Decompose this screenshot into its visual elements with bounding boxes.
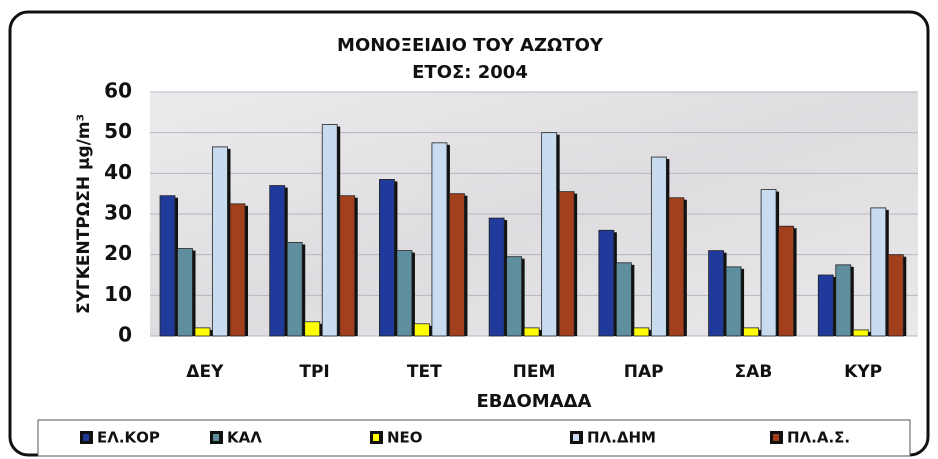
legend-swatch xyxy=(373,434,379,441)
y-tick-label: 30 xyxy=(104,201,132,225)
y-tick-label: 40 xyxy=(104,160,132,184)
bar xyxy=(229,203,246,337)
x-tick-label: ΣΑΒ xyxy=(735,362,773,382)
y-tick-label: 0 xyxy=(118,323,132,347)
bar xyxy=(708,250,724,337)
x-tick-label: ΠΕΜ xyxy=(513,362,556,382)
legend-swatch xyxy=(573,434,579,441)
bar xyxy=(339,195,356,337)
bar xyxy=(615,262,632,337)
legend-swatch xyxy=(773,434,779,441)
bar xyxy=(431,142,448,337)
bar xyxy=(668,197,685,337)
bar xyxy=(633,327,650,337)
x-tick-label: ΠΑΡ xyxy=(624,362,664,382)
y-tick-label: 60 xyxy=(104,79,132,103)
bar xyxy=(177,248,193,337)
y-tick-label: 10 xyxy=(104,282,132,306)
legend-label: ΕΛ.ΚΟΡ xyxy=(97,429,160,447)
y-axis-label: ΣΥΓΚΕΝΤΡΩΣΗ μg/m³ xyxy=(74,114,94,314)
y-tick-label: 50 xyxy=(104,119,132,143)
chart-title: ΜΟΝΟΞΕΙΔΙΟ ΤΟΥ ΑΖΩΤΟΥ xyxy=(337,35,604,56)
bar xyxy=(304,321,321,337)
bar xyxy=(650,156,667,337)
bar xyxy=(321,124,338,337)
x-tick-label: ΔΕΥ xyxy=(186,362,224,382)
bar xyxy=(541,132,558,337)
bar xyxy=(760,189,777,337)
bar xyxy=(743,327,759,337)
x-tick-label: ΤΕΤ xyxy=(407,362,442,382)
bar xyxy=(870,207,887,337)
bar xyxy=(286,242,303,337)
x-axis-label: ΕΒΔΟΜΑΔΑ xyxy=(477,391,592,412)
bar xyxy=(488,217,505,337)
bar xyxy=(396,250,413,337)
bar xyxy=(159,195,176,337)
x-tick-label: ΤΡΙ xyxy=(299,362,329,382)
legend-label: ΠΛ.Α.Σ. xyxy=(787,429,850,447)
bar xyxy=(778,225,794,337)
bar xyxy=(506,256,523,337)
legend-label: ΚΑΛ xyxy=(227,429,262,447)
chart-subtitle: ΕΤΟΣ: 2004 xyxy=(412,62,528,83)
bar xyxy=(835,264,852,337)
bar xyxy=(598,229,615,337)
bar xyxy=(817,274,834,337)
bar xyxy=(852,329,869,337)
legend-label: ΝΕΟ xyxy=(387,429,423,447)
bar xyxy=(725,266,742,337)
legend-swatch xyxy=(213,434,219,441)
bar xyxy=(379,179,395,337)
bar xyxy=(414,323,430,337)
x-tick-label: ΚΥΡ xyxy=(844,362,882,382)
y-tick-label: 20 xyxy=(104,241,132,265)
legend-label: ΠΛ.ΔΗΜ xyxy=(587,429,656,447)
bar xyxy=(449,193,465,337)
bar xyxy=(523,327,540,337)
bar xyxy=(194,327,211,337)
bar xyxy=(269,185,286,337)
bar xyxy=(558,191,575,337)
bar xyxy=(212,146,228,337)
bar xyxy=(887,254,904,337)
legend xyxy=(37,419,911,457)
legend-swatch xyxy=(83,434,89,441)
